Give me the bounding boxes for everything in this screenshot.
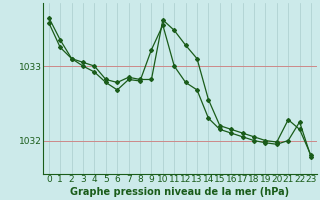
X-axis label: Graphe pression niveau de la mer (hPa): Graphe pression niveau de la mer (hPa) (70, 187, 290, 197)
